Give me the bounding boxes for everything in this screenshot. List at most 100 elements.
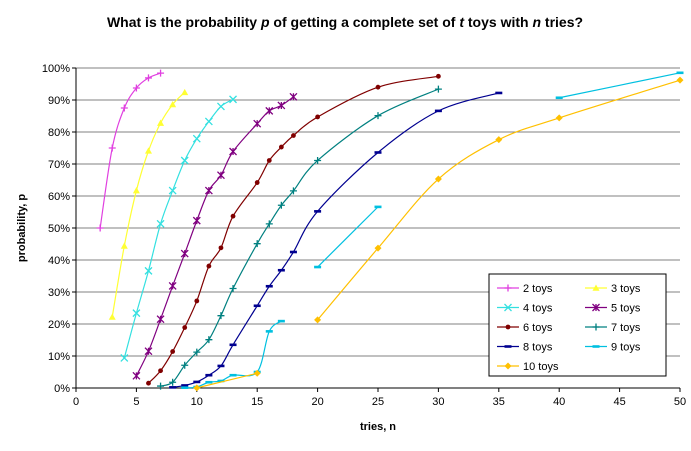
data-point-2-toys bbox=[96, 224, 104, 232]
data-point-8-toys bbox=[495, 91, 503, 95]
data-point-3-toys bbox=[169, 100, 177, 108]
legend-entry-8-toys: 8 toys bbox=[497, 342, 553, 354]
y-tick-label: 0% bbox=[54, 383, 70, 395]
x-tick-label: 50 bbox=[674, 396, 686, 408]
legend-marker bbox=[505, 324, 511, 330]
data-point-5-toys bbox=[277, 101, 286, 110]
data-point-7-toys bbox=[434, 85, 442, 93]
y-tick-label: 40% bbox=[48, 255, 70, 267]
data-point-6-toys bbox=[266, 158, 272, 163]
data-point-4-toys bbox=[156, 219, 165, 228]
data-point-4-toys bbox=[192, 134, 201, 143]
data-point-5-toys bbox=[204, 186, 213, 195]
y-tick-label: 10% bbox=[48, 351, 70, 363]
data-point-5-toys bbox=[265, 106, 274, 115]
data-point-6-toys bbox=[170, 349, 176, 354]
legend-marker bbox=[504, 362, 512, 370]
series-8-toys bbox=[169, 91, 503, 389]
series-5-toys bbox=[132, 92, 298, 380]
legend-label: 3 toys bbox=[611, 283, 641, 295]
data-point-7-toys bbox=[374, 112, 382, 120]
x-tick-label: 0 bbox=[73, 396, 79, 408]
data-point-9-toys bbox=[277, 319, 285, 323]
legend-label: 4 toys bbox=[523, 303, 553, 315]
data-point-8-toys bbox=[277, 268, 285, 272]
data-point-5-toys bbox=[289, 92, 298, 101]
data-point-3-toys bbox=[132, 187, 140, 194]
x-tick-label: 20 bbox=[311, 396, 323, 408]
data-point-2-toys bbox=[132, 84, 140, 92]
legend-entry-3-toys: 3 toys bbox=[585, 283, 641, 295]
data-point-3-toys bbox=[120, 242, 128, 249]
data-point-2-toys bbox=[144, 74, 152, 82]
data-point-4-toys bbox=[168, 186, 177, 195]
data-point-2-toys bbox=[157, 69, 165, 77]
data-point-9-toys bbox=[181, 386, 189, 389]
data-point-10-toys bbox=[555, 114, 563, 122]
data-point-6-toys bbox=[315, 114, 320, 120]
series-10-toys bbox=[193, 76, 684, 392]
data-point-5-toys bbox=[192, 216, 201, 225]
data-point-2-toys bbox=[108, 144, 116, 152]
data-point-8-toys bbox=[253, 304, 261, 308]
data-point-10-toys bbox=[495, 136, 503, 144]
data-point-8-toys bbox=[193, 380, 201, 384]
data-point-8-toys bbox=[289, 250, 297, 254]
y-tick-label: 20% bbox=[48, 319, 70, 331]
data-point-7-toys bbox=[253, 240, 261, 248]
data-point-6-toys bbox=[375, 84, 381, 90]
data-point-8-toys bbox=[169, 386, 177, 389]
data-point-8-toys bbox=[205, 373, 213, 377]
data-point-10-toys bbox=[434, 175, 442, 183]
data-point-2-toys bbox=[120, 104, 128, 112]
chart-title-part-4: toys with bbox=[464, 14, 532, 30]
x-tick-label: 45 bbox=[613, 396, 625, 408]
data-point-6-toys bbox=[194, 298, 200, 304]
data-point-3-toys bbox=[157, 119, 165, 126]
x-tick-label: 10 bbox=[191, 396, 203, 408]
legend-label: 6 toys bbox=[523, 322, 553, 334]
legend-entry-7-toys: 7 toys bbox=[585, 322, 641, 334]
legend-label: 8 toys bbox=[523, 342, 553, 354]
data-point-9-toys bbox=[314, 265, 322, 269]
data-point-8-toys bbox=[434, 109, 442, 113]
data-point-3-toys bbox=[181, 88, 189, 96]
series-4-toys bbox=[120, 95, 237, 362]
legend-marker bbox=[504, 345, 512, 348]
data-point-9-toys bbox=[229, 373, 237, 377]
legend: 2 toys 3 toys 4 toys 5 toys 6 toys 7 toys 8 to… bbox=[488, 273, 667, 377]
data-point-6-toys bbox=[436, 73, 441, 79]
data-point-6-toys bbox=[146, 380, 151, 386]
series-line-10-toys bbox=[317, 79, 681, 321]
x-tick-label: 30 bbox=[432, 396, 444, 408]
data-point-8-toys bbox=[217, 364, 225, 368]
series-line-9-toys bbox=[559, 72, 681, 99]
data-point-9-toys bbox=[265, 330, 273, 333]
data-point-9-toys bbox=[205, 380, 213, 384]
legend-marker bbox=[592, 303, 600, 312]
legend-label: 2 toys bbox=[523, 283, 553, 295]
legend-entry-9-toys: 9 toys bbox=[585, 342, 641, 354]
plot-area: 0% 10% 20% 30% 40% 50% 60% 70% 80% 90% 100% 0 5 10 15 2… bbox=[42, 63, 686, 408]
legend-label: 10 toys bbox=[523, 361, 559, 373]
legend-marker bbox=[504, 303, 512, 312]
series-line-10-toys bbox=[196, 372, 258, 389]
data-point-4-toys bbox=[217, 102, 225, 111]
data-point-3-toys bbox=[108, 313, 116, 320]
data-point-6-toys bbox=[230, 213, 236, 219]
data-point-9-toys bbox=[555, 96, 563, 100]
legend-marker bbox=[592, 284, 600, 291]
series-7-toys bbox=[157, 85, 442, 390]
chart-title-part-1: p bbox=[260, 14, 270, 30]
data-point-7-toys bbox=[205, 336, 213, 344]
data-point-4-toys bbox=[132, 309, 141, 318]
data-point-3-toys bbox=[144, 147, 152, 154]
data-point-10-toys bbox=[676, 76, 684, 84]
data-point-6-toys bbox=[158, 368, 163, 374]
chart-title-part-0: What is the probability bbox=[107, 14, 261, 30]
y-tick-label: 70% bbox=[48, 159, 70, 171]
chart-title: What is the probability p of getting a c… bbox=[107, 14, 583, 30]
data-point-9-toys bbox=[676, 71, 684, 75]
data-point-5-toys bbox=[168, 281, 177, 290]
